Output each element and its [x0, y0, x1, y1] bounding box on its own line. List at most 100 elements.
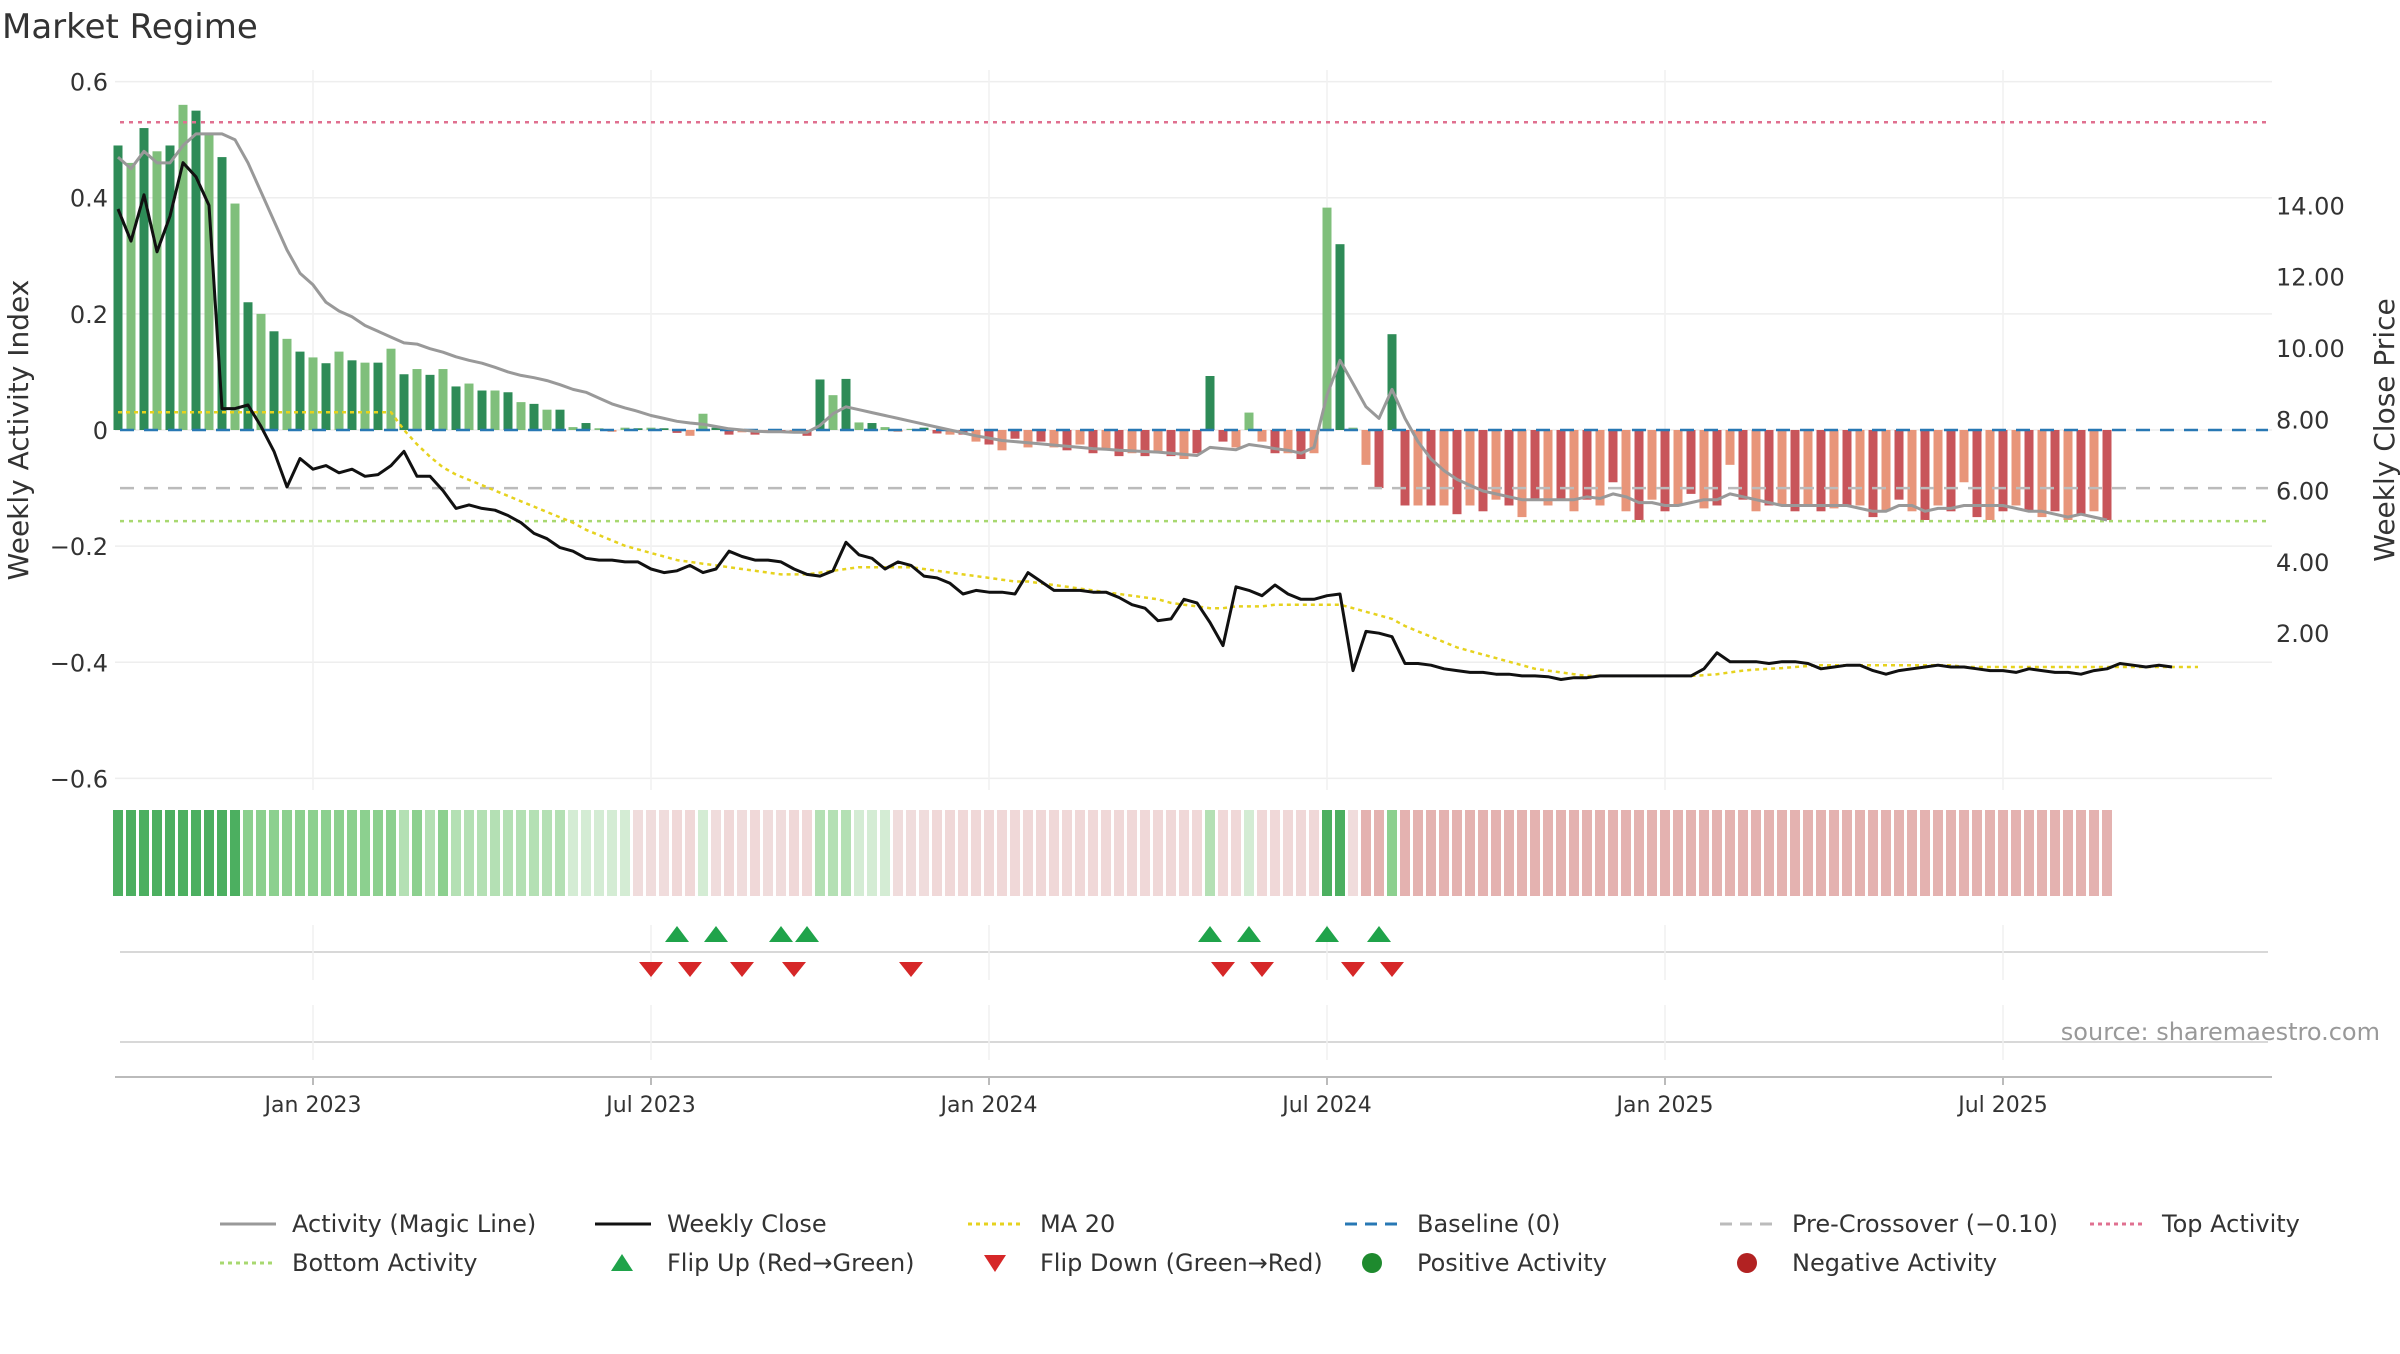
- regime-cell: [1543, 810, 1553, 896]
- y-tick-left-label: −0.6: [50, 765, 108, 793]
- regime-cell: [685, 810, 695, 896]
- bar-negative: [1426, 430, 1436, 506]
- bar-positive: [399, 374, 409, 430]
- regime-cell: [919, 810, 929, 896]
- flip-down-marker: [1341, 962, 1365, 977]
- bar-negative: [1218, 430, 1228, 442]
- regime-cell: [360, 810, 370, 896]
- y-tick-right-label: 4.00: [2276, 549, 2329, 577]
- regime-cell: [1465, 810, 1475, 896]
- bar-negative: [1985, 430, 1995, 520]
- bar-negative: [1023, 430, 1033, 448]
- bar-negative: [1881, 430, 1891, 512]
- regime-cell: [971, 810, 981, 896]
- reference-lines: [120, 121, 2268, 523]
- legend-label: Negative Activity: [1792, 1249, 1997, 1277]
- regime-cell: [243, 810, 253, 896]
- regime-cell: [1335, 810, 1345, 896]
- regime-cell: [1387, 810, 1397, 896]
- x-tick-label: Jul 2023: [604, 1093, 696, 1118]
- bar-negative: [1400, 430, 1410, 506]
- bar-negative: [1049, 430, 1059, 448]
- bar-negative: [2063, 430, 2073, 520]
- bar-positive: [815, 379, 825, 430]
- bar-negative: [1946, 430, 1956, 512]
- regime-cell: [1400, 810, 1410, 896]
- regime-cell: [1621, 810, 1631, 896]
- regime-cell: [516, 810, 526, 896]
- flip-up-marker: [1198, 926, 1222, 942]
- regime-cell: [555, 810, 565, 896]
- y-tick-right-label: 6.00: [2276, 478, 2329, 506]
- regime-cell: [646, 810, 656, 896]
- regime-cell: [997, 810, 1007, 896]
- regime-cell: [1842, 810, 1852, 896]
- bar-positive: [204, 133, 214, 430]
- bar-positive: [490, 390, 500, 430]
- regime-cell: [1829, 810, 1839, 896]
- flip-up-marker: [1367, 926, 1391, 942]
- regime-cell: [1712, 810, 1722, 896]
- bar-negative: [1634, 430, 1644, 520]
- regime-cell: [1374, 810, 1384, 896]
- bar-negative: [1439, 430, 1449, 506]
- bar-negative: [1296, 430, 1306, 460]
- regime-cell: [1998, 810, 2008, 896]
- bar-negative: [1062, 430, 1072, 451]
- regime-cell: [581, 810, 591, 896]
- regime-cell: [1894, 810, 1904, 896]
- legend-label: Flip Down (Green→Red): [1040, 1249, 1323, 1277]
- regime-cell: [1660, 810, 1670, 896]
- bar-positive: [282, 338, 292, 430]
- regime-cell: [1582, 810, 1592, 896]
- y-axis-left: 0.6 0.4 0.2 0 −0.2 −0.4 −0.6: [50, 69, 108, 794]
- bar-positive: [1335, 244, 1345, 430]
- bar-negative: [1660, 430, 1670, 512]
- regime-cell: [1023, 810, 1033, 896]
- bar-negative: [1907, 430, 1917, 512]
- bar-positive: [191, 110, 201, 430]
- bar-positive: [269, 331, 279, 430]
- regime-cell: [1478, 810, 1488, 896]
- bar-negative: [1777, 430, 1787, 506]
- regime-cell: [802, 810, 812, 896]
- regime-cell: [2011, 810, 2021, 896]
- bar-negative: [1686, 430, 1696, 494]
- regime-cell: [828, 810, 838, 896]
- legend-item: MA 20: [968, 1210, 1115, 1238]
- bar-positive: [451, 386, 461, 430]
- regime-cell: [1920, 810, 1930, 896]
- bar-negative: [1153, 430, 1163, 454]
- regime-cell: [1530, 810, 1540, 896]
- bar-positive: [516, 402, 526, 430]
- flip-down-marker: [639, 962, 663, 977]
- flip-up-marker: [704, 926, 728, 942]
- bar-negative: [1608, 430, 1618, 483]
- bar-negative: [1725, 430, 1735, 465]
- regime-cell: [1439, 810, 1449, 896]
- y-tick-left-label: 0.6: [70, 69, 108, 97]
- flip-down-marker: [899, 962, 923, 977]
- regime-cell: [477, 810, 487, 896]
- bar-negative: [1972, 430, 1982, 518]
- bar-negative: [1478, 430, 1488, 512]
- bar-negative: [1894, 430, 1904, 500]
- legend-item: Top Activity: [2090, 1210, 2300, 1238]
- regime-cell: [1816, 810, 1826, 896]
- regime-cell: [1699, 810, 1709, 896]
- regime-cell: [165, 810, 175, 896]
- bar-negative: [1504, 430, 1514, 506]
- regime-cell: [1049, 810, 1059, 896]
- bar-negative: [1699, 430, 1709, 509]
- bar-positive: [464, 383, 474, 430]
- flip-down-marker: [1380, 962, 1404, 977]
- regime-cell: [1569, 810, 1579, 896]
- regime-cell: [2076, 810, 2086, 896]
- bar-negative: [932, 430, 942, 434]
- regime-cell: [1972, 810, 1982, 896]
- regime-cell: [1231, 810, 1241, 896]
- legend-item: Positive Activity: [1362, 1249, 1607, 1277]
- bar-positive: [880, 427, 890, 430]
- regime-cell: [321, 810, 331, 896]
- bar-positive: [412, 369, 422, 430]
